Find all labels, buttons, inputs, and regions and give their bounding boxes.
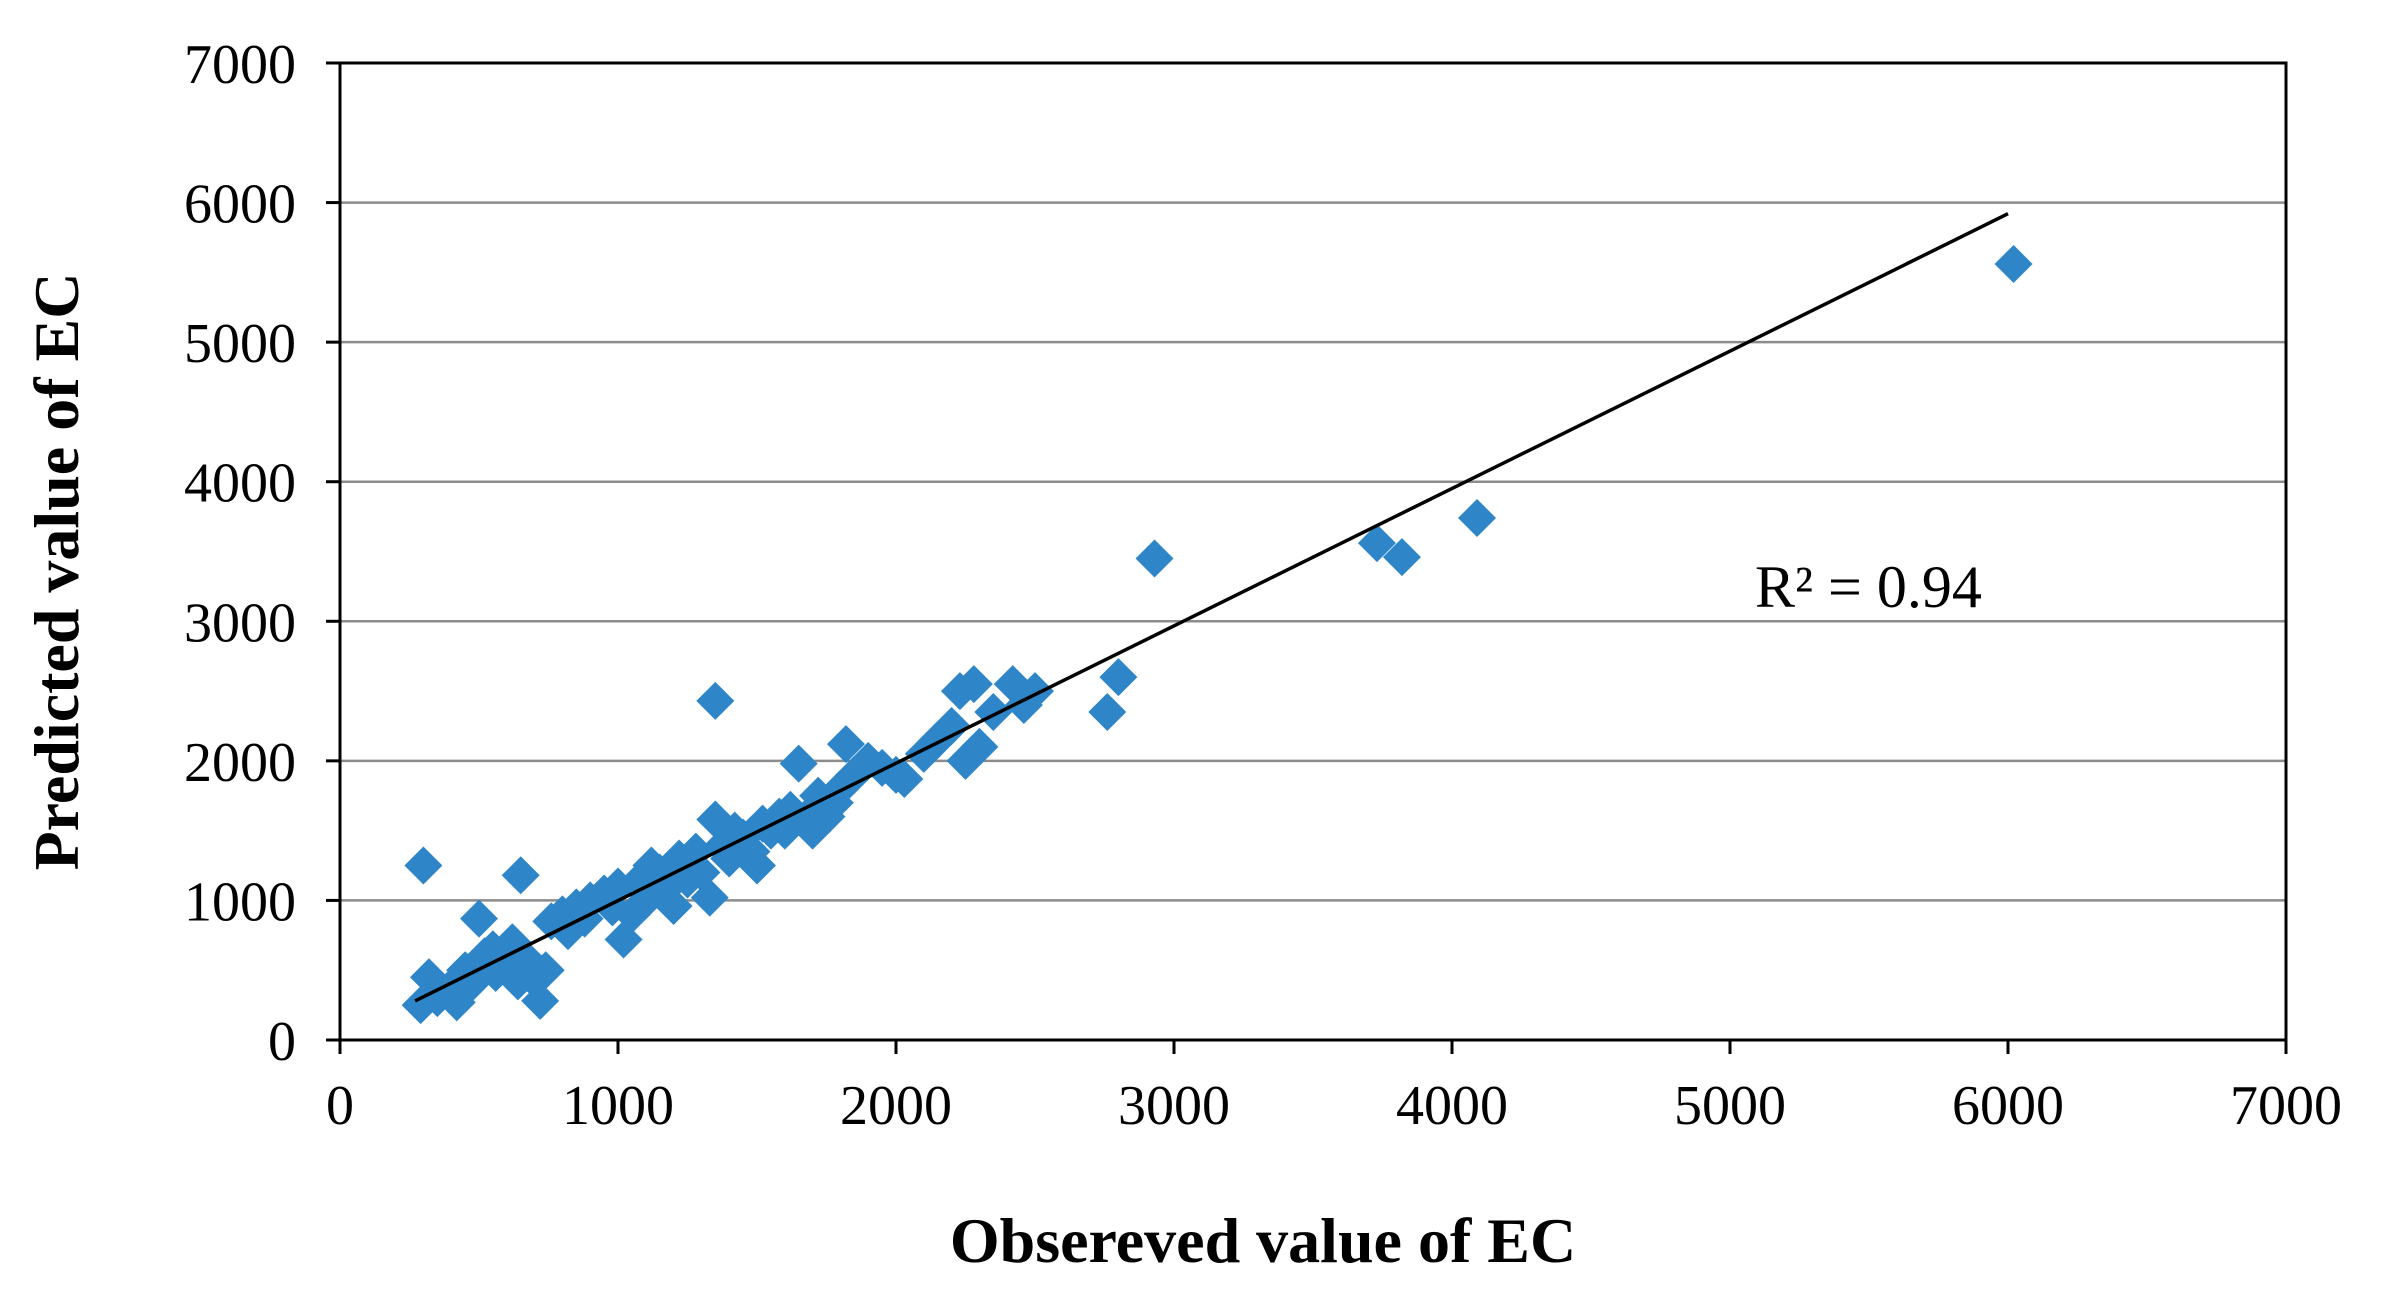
- gridlines: [340, 203, 2286, 901]
- x-tick-label-1000: 1000: [562, 1075, 674, 1137]
- data-point: [1099, 658, 1137, 696]
- y-tick-label-0: 0: [268, 1011, 296, 1073]
- data-point: [1136, 539, 1174, 577]
- x-tick-label-6000: 6000: [1952, 1075, 2064, 1137]
- y-tick-label-2000: 2000: [184, 732, 296, 794]
- scatter-chart: 0 1000 2000 3000 4000 5000 6000 7000 0 1000 2000 3…: [0, 0, 2384, 1292]
- data-point: [974, 693, 1012, 731]
- x-tick-label-0: 0: [326, 1075, 354, 1137]
- r-squared-annotation: R² = 0.94: [1755, 554, 1982, 620]
- x-axis-title: Obsereved value of EC: [950, 1205, 1576, 1276]
- data-point: [1458, 499, 1496, 537]
- x-axis-ticks: 0 1000 2000 3000 4000 5000 6000 7000: [326, 1040, 2342, 1137]
- data-point: [1088, 693, 1126, 731]
- x-tick-label-7000: 7000: [2230, 1075, 2342, 1137]
- y-axis-title: Predicted value of EC: [21, 273, 92, 871]
- y-tick-label-5000: 5000: [184, 313, 296, 375]
- y-tick-label-4000: 4000: [184, 453, 296, 515]
- data-point: [780, 745, 818, 783]
- data-point: [696, 682, 734, 720]
- data-point: [502, 856, 540, 894]
- data-points: [402, 245, 2033, 1024]
- x-tick-label-4000: 4000: [1396, 1075, 1508, 1137]
- y-tick-label-3000: 3000: [184, 592, 296, 654]
- x-tick-label-3000: 3000: [1118, 1075, 1230, 1137]
- x-tick-label-5000: 5000: [1674, 1075, 1786, 1137]
- x-tick-label-2000: 2000: [840, 1075, 952, 1137]
- y-tick-label-6000: 6000: [184, 174, 296, 236]
- y-axis-ticks: 0 1000 2000 3000 4000 5000 6000 7000: [184, 34, 340, 1073]
- y-tick-label-1000: 1000: [184, 871, 296, 933]
- y-tick-label-7000: 7000: [184, 34, 296, 96]
- data-point: [1995, 245, 2033, 283]
- data-point: [404, 847, 442, 885]
